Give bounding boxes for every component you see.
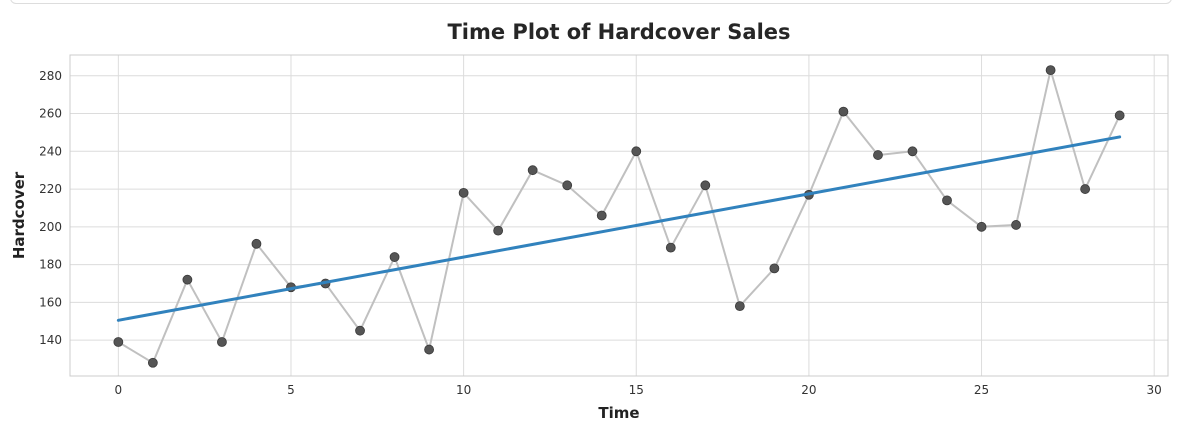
y-tick-label: 180 bbox=[39, 258, 62, 272]
data-point bbox=[873, 150, 883, 160]
data-point bbox=[942, 195, 952, 206]
data-point bbox=[665, 242, 676, 253]
data-point bbox=[527, 165, 538, 176]
data-point bbox=[562, 180, 573, 191]
observed-series-markers bbox=[113, 65, 1125, 368]
x-tick-label: 5 bbox=[287, 383, 295, 397]
y-tick-label: 280 bbox=[39, 69, 62, 83]
data-point bbox=[700, 180, 711, 191]
data-point bbox=[251, 238, 262, 249]
y-tick-label: 260 bbox=[39, 107, 62, 121]
data-point bbox=[596, 210, 607, 221]
y-tick-label: 200 bbox=[39, 220, 62, 234]
data-point bbox=[838, 106, 849, 117]
plot-frame bbox=[69, 54, 1169, 377]
data-point bbox=[217, 337, 227, 347]
data-point bbox=[389, 252, 400, 262]
data-point bbox=[769, 263, 780, 274]
data-point bbox=[493, 225, 504, 236]
data-point bbox=[424, 344, 434, 355]
x-axis-title: Time bbox=[598, 404, 639, 422]
x-tick-label: 0 bbox=[115, 383, 123, 397]
data-point bbox=[1114, 110, 1125, 121]
data-point bbox=[907, 146, 918, 157]
y-axis-title: Hardcover bbox=[10, 171, 28, 259]
data-point bbox=[631, 146, 642, 157]
data-point bbox=[1045, 65, 1056, 76]
y-tick-labels: 140 160 180 200 220 240 260 280 bbox=[39, 69, 62, 347]
data-point bbox=[458, 187, 469, 198]
trend-line bbox=[116, 135, 1122, 322]
data-point bbox=[1011, 220, 1021, 230]
data-point bbox=[147, 357, 158, 368]
data-point bbox=[1080, 184, 1091, 194]
x-tick-labels: 0 5 10 15 20 25 30 bbox=[115, 383, 1162, 397]
data-point bbox=[182, 274, 193, 285]
observed-series-line bbox=[117, 69, 1121, 365]
grid bbox=[70, 55, 1168, 376]
x-tick-label: 20 bbox=[801, 383, 816, 397]
x-tick-label: 30 bbox=[1147, 383, 1162, 397]
y-tick-label: 160 bbox=[39, 295, 62, 309]
data-point bbox=[976, 221, 987, 232]
data-point bbox=[113, 337, 124, 347]
chart-title: Time Plot of Hardcover Sales bbox=[447, 20, 790, 44]
x-tick-label: 25 bbox=[974, 383, 989, 397]
x-tick-label: 15 bbox=[629, 383, 644, 397]
data-point bbox=[355, 325, 365, 336]
y-tick-label: 240 bbox=[39, 144, 62, 158]
y-tick-label: 220 bbox=[39, 182, 62, 196]
x-tick-label: 10 bbox=[456, 383, 471, 397]
y-tick-label: 140 bbox=[39, 333, 62, 347]
data-point bbox=[734, 301, 745, 312]
